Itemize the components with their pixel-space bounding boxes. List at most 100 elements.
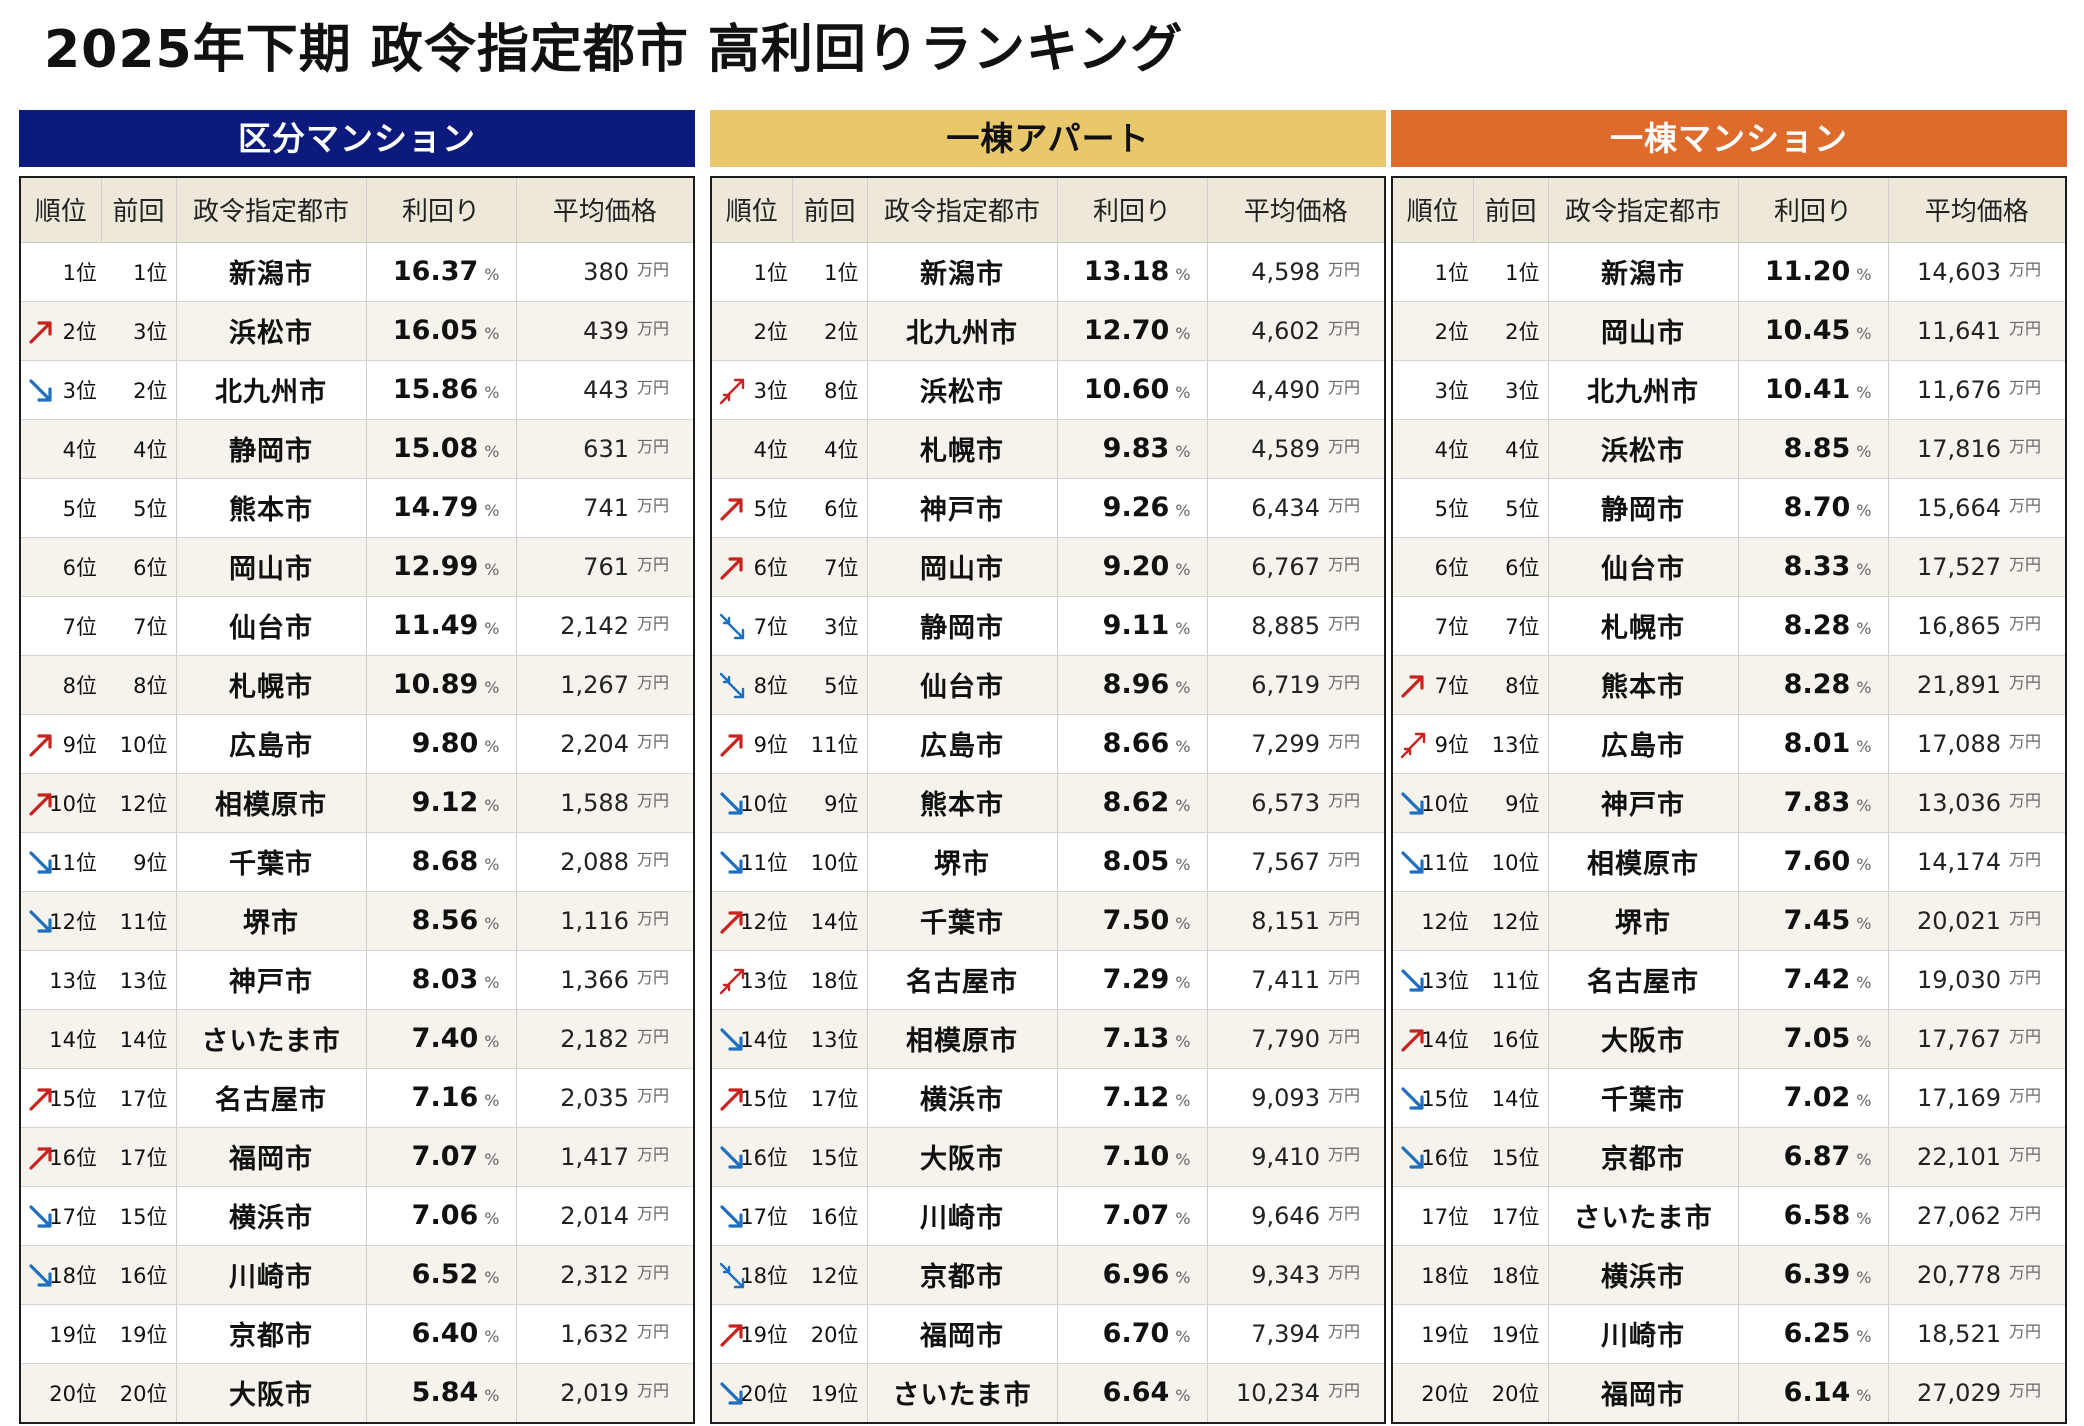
- trend-down-arrow-icon: [720, 1027, 743, 1051]
- rank: 11位: [49, 850, 97, 875]
- yield-value: 8.96: [1102, 669, 1170, 700]
- rank-cell: 15位: [712, 1068, 792, 1128]
- city-name: 広島市: [176, 714, 367, 774]
- yield-cell: 6.25%: [1738, 1304, 1889, 1364]
- yield-value: 8.56: [411, 905, 479, 936]
- table-row: 4位 4位 札幌市 9.83% 4,589 万円: [712, 419, 1384, 479]
- yield-cell: 8.62%: [1057, 773, 1208, 833]
- city-name: さいたま市: [1548, 1186, 1739, 1246]
- average-price: 439: [583, 316, 629, 345]
- table-row: 11位 9位 千葉市 8.68% 2,088 万円: [21, 832, 693, 892]
- previous-rank: 8位: [1473, 655, 1549, 715]
- column-header-previous: 前回: [792, 178, 868, 243]
- ranking-table-wrapper: 順位 前回 政令指定都市 利回り 平均価格 1位 1位 新潟市 16.37% 380 万円…: [19, 176, 695, 1424]
- rank-cell: 1位: [21, 242, 101, 302]
- percent-unit: %: [484, 914, 500, 933]
- trend-up-arrow-icon: [720, 1087, 743, 1111]
- table-body: 1位 1位 新潟市 11.20% 14,603 万円 2位 2位 岡山市 10.45% 11,641…: [1393, 242, 2065, 1422]
- city-name: 岡山市: [867, 537, 1058, 597]
- yield-cell: 14.79%: [366, 478, 517, 538]
- table-row: 15位 14位 千葉市 7.02% 17,169 万円: [1393, 1068, 2065, 1128]
- yield-cell: 7.60%: [1738, 832, 1889, 892]
- price-cell: 27,062 万円: [1888, 1186, 2065, 1246]
- average-price: 6,719: [1251, 670, 1320, 699]
- rank-cell: 10位: [21, 773, 101, 833]
- rank: 17位: [740, 1204, 788, 1229]
- table-row: 5位 5位 熊本市 14.79% 741 万円: [21, 478, 693, 538]
- trend-up-arrow-icon: [29, 792, 52, 816]
- price-cell: 6,573 万円: [1207, 773, 1384, 833]
- yield-value: 7.45: [1783, 905, 1851, 936]
- price-unit: 万円: [1327, 318, 1360, 338]
- yield-cell: 15.86%: [366, 360, 517, 420]
- average-price: 741: [583, 493, 629, 522]
- price-unit: 万円: [636, 672, 669, 692]
- previous-rank: 20位: [792, 1304, 868, 1364]
- rank-cell: 6位: [712, 537, 792, 597]
- trend-down-arrow-icon: [720, 1145, 743, 1169]
- price-cell: 7,567 万円: [1207, 832, 1384, 892]
- average-price: 1,632: [560, 1319, 629, 1348]
- rank-cell: 14位: [712, 1009, 792, 1069]
- previous-rank: 13位: [792, 1009, 868, 1069]
- rank-cell: 2位: [1393, 301, 1473, 361]
- yield-cell: 12.99%: [366, 537, 517, 597]
- rank-cell: 4位: [1393, 419, 1473, 479]
- yield-value: 15.08: [392, 433, 479, 464]
- price-unit: 万円: [636, 849, 669, 869]
- yield-cell: 6.58%: [1738, 1186, 1889, 1246]
- yield-value: 6.58: [1783, 1200, 1851, 1231]
- previous-rank: 15位: [792, 1127, 868, 1187]
- yield-cell: 8.96%: [1057, 655, 1208, 715]
- yield-cell: 7.07%: [366, 1127, 517, 1187]
- city-name: 札幌市: [1548, 596, 1739, 656]
- city-name: 大阪市: [867, 1127, 1058, 1187]
- city-name: 横浜市: [867, 1068, 1058, 1128]
- trend-down-arrow-icon: [1401, 791, 1424, 815]
- column-header-previous: 前回: [101, 178, 177, 243]
- column-header-rank: 順位: [21, 178, 102, 243]
- yield-cell: 8.01%: [1738, 714, 1889, 774]
- percent-unit: %: [1856, 442, 1872, 461]
- yield-value: 7.07: [411, 1141, 479, 1172]
- price-unit: 万円: [2008, 554, 2041, 574]
- yield-cell: 6.64%: [1057, 1363, 1208, 1422]
- city-name: 新潟市: [1548, 242, 1739, 302]
- yield-cell: 9.12%: [366, 773, 517, 833]
- rank-cell: 19位: [712, 1304, 792, 1364]
- rank: 10位: [1421, 791, 1469, 816]
- yield-cell: 15.08%: [366, 419, 517, 479]
- rank-cell: 16位: [712, 1127, 792, 1187]
- percent-unit: %: [1175, 1268, 1191, 1287]
- table-row: 16位 15位 京都市 6.87% 22,101 万円: [1393, 1127, 2065, 1187]
- trend-up-arrow-icon: [29, 1146, 52, 1170]
- price-cell: 8,885 万円: [1207, 596, 1384, 656]
- table-row: 10位 9位 熊本市 8.62% 6,573 万円: [712, 773, 1384, 833]
- city-name: さいたま市: [176, 1009, 367, 1069]
- yield-cell: 7.29%: [1057, 950, 1208, 1010]
- average-price: 8,885: [1251, 611, 1320, 640]
- previous-rank: 18位: [792, 950, 868, 1010]
- yield-value: 7.10: [1102, 1141, 1170, 1172]
- table-row: 7位 7位 札幌市 8.28% 16,865 万円: [1393, 596, 2065, 656]
- city-name: 仙台市: [867, 655, 1058, 715]
- rank: 18位: [740, 1263, 788, 1288]
- trend-up-arrow-icon: [1401, 674, 1424, 698]
- rank-cell: 16位: [1393, 1127, 1473, 1187]
- percent-unit: %: [484, 855, 500, 874]
- price-unit: 万円: [1327, 1321, 1360, 1341]
- average-price: 1,588: [560, 788, 629, 817]
- rank: 3位: [753, 378, 788, 403]
- price-cell: 1,417 万円: [516, 1127, 693, 1187]
- rank: 4位: [1434, 437, 1469, 462]
- previous-rank: 19位: [101, 1304, 177, 1364]
- average-price: 2,035: [560, 1083, 629, 1112]
- rank-cell: 2位: [712, 301, 792, 361]
- trend-down-arrow-icon: [1401, 968, 1424, 992]
- price-cell: 2,204 万円: [516, 714, 693, 774]
- panel-title: 一棟アパート: [710, 110, 1386, 167]
- percent-unit: %: [484, 1209, 500, 1228]
- price-unit: 万円: [1327, 849, 1360, 869]
- city-name: 熊本市: [176, 478, 367, 538]
- price-cell: 4,589 万円: [1207, 419, 1384, 479]
